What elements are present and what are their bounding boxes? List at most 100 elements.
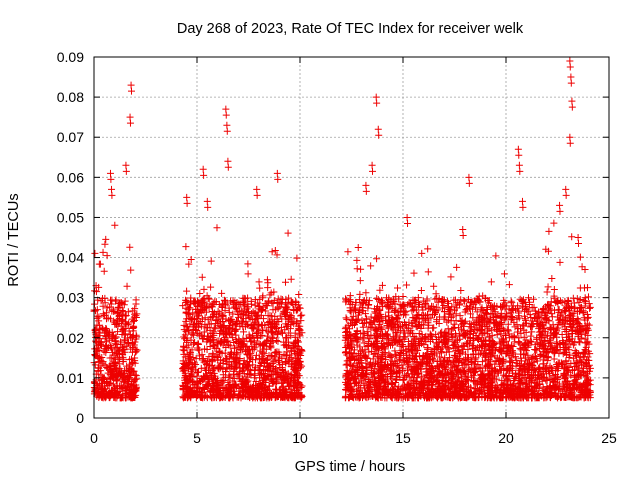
data-point	[391, 338, 399, 346]
data-point	[435, 379, 443, 387]
data-point	[233, 370, 241, 378]
data-point	[194, 339, 202, 347]
data-point	[91, 300, 99, 308]
data-point	[541, 336, 549, 344]
data-point	[268, 299, 276, 307]
data-point	[453, 342, 461, 350]
data-point	[562, 306, 570, 314]
data-point	[196, 332, 204, 340]
data-point	[259, 394, 267, 402]
data-point	[450, 382, 458, 390]
data-point	[290, 306, 298, 314]
data-point	[353, 318, 361, 326]
data-point	[232, 303, 240, 311]
data-point	[454, 358, 462, 366]
data-point	[126, 243, 134, 251]
data-point	[121, 348, 129, 356]
data-point	[454, 298, 462, 306]
data-point	[524, 359, 532, 367]
data-point	[459, 319, 467, 327]
data-point	[472, 304, 480, 312]
data-point	[278, 329, 286, 337]
data-point	[356, 277, 364, 285]
data-point	[554, 375, 562, 383]
data-point	[573, 314, 581, 322]
data-point	[287, 275, 295, 283]
data-point	[284, 369, 292, 377]
data-point	[251, 296, 259, 304]
data-point	[118, 310, 126, 318]
data-point	[393, 328, 401, 336]
data-point	[353, 265, 361, 273]
data-point	[583, 370, 591, 378]
data-point	[453, 353, 461, 361]
data-point	[209, 334, 217, 342]
data-point	[505, 372, 513, 380]
data-point	[373, 325, 381, 333]
data-point	[221, 297, 229, 305]
data-point	[360, 330, 368, 338]
data-point	[486, 315, 494, 323]
data-point	[558, 331, 566, 339]
data-point	[514, 383, 522, 391]
data-point	[528, 338, 536, 346]
data-point	[472, 346, 480, 354]
data-point	[258, 321, 266, 329]
data-point	[546, 339, 554, 347]
data-point	[428, 382, 436, 390]
data-point	[380, 379, 388, 387]
data-point	[398, 361, 406, 369]
data-point	[110, 351, 118, 359]
data-point	[545, 227, 553, 235]
data-point	[297, 393, 305, 401]
data-point	[404, 361, 412, 369]
data-point	[509, 381, 517, 389]
data-point	[451, 323, 459, 331]
data-point	[353, 334, 361, 342]
data-point	[229, 394, 237, 402]
data-point	[258, 342, 266, 350]
data-point	[413, 323, 421, 331]
data-point	[132, 391, 140, 399]
data-point	[527, 332, 535, 340]
data-point	[107, 341, 115, 349]
data-point	[281, 385, 289, 393]
data-point	[385, 312, 393, 320]
data-point	[493, 320, 501, 328]
data-point	[459, 379, 467, 387]
data-point	[243, 350, 251, 358]
data-point	[267, 321, 275, 329]
data-point	[492, 383, 500, 391]
data-point	[183, 297, 191, 305]
data-point	[404, 366, 412, 374]
data-point	[502, 342, 510, 350]
data-point	[203, 394, 211, 402]
data-point	[189, 323, 197, 331]
data-point	[218, 289, 226, 297]
data-point	[233, 393, 241, 401]
data-point	[281, 358, 289, 366]
data-point	[540, 373, 548, 381]
data-point	[474, 297, 482, 305]
data-point	[111, 372, 119, 380]
data-point	[367, 331, 375, 339]
data-point	[522, 391, 530, 399]
data-point	[223, 355, 231, 363]
data-point	[395, 295, 403, 303]
data-point	[274, 337, 282, 345]
data-point	[400, 375, 408, 383]
data-point	[395, 337, 403, 345]
data-point	[129, 307, 137, 315]
data-point	[567, 319, 575, 327]
data-point	[425, 377, 433, 385]
data-point	[490, 305, 498, 313]
data-point	[230, 374, 238, 382]
data-point	[348, 321, 356, 329]
data-point	[209, 312, 217, 320]
data-point	[580, 297, 588, 305]
data-point	[578, 263, 586, 271]
data-point	[278, 355, 286, 363]
data-point	[256, 302, 264, 310]
data-point	[393, 373, 401, 381]
data-point	[219, 313, 227, 321]
